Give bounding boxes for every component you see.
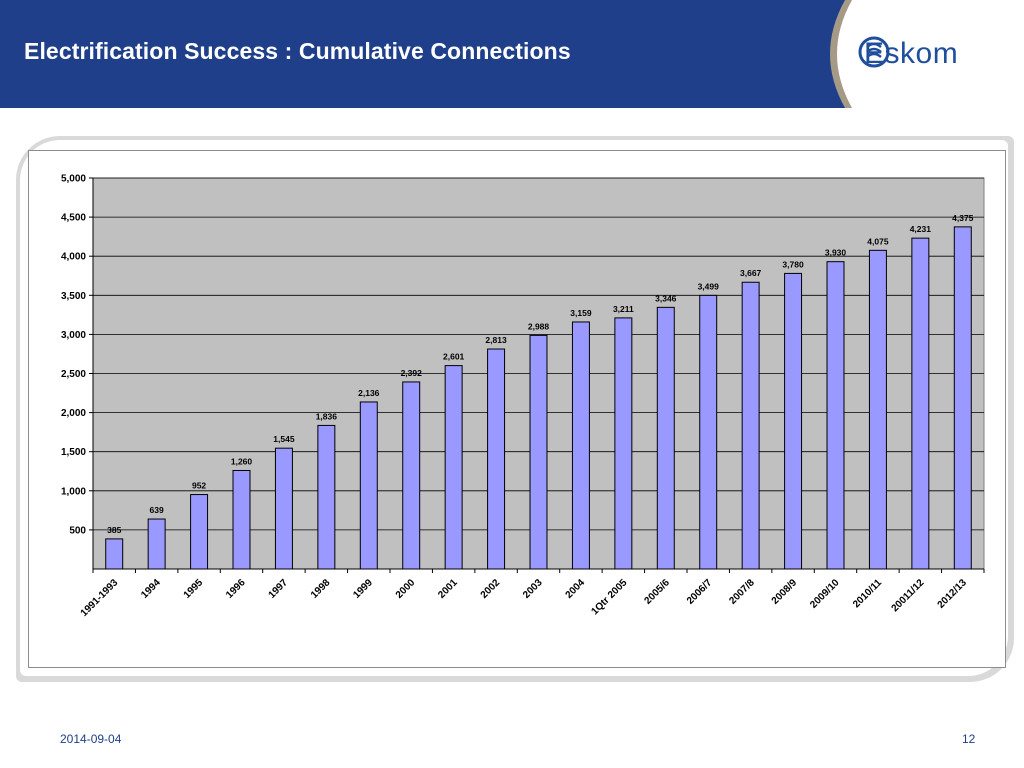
header-background [0, 0, 1024, 108]
bar-2010-11 [868, 249, 887, 570]
bar-2003 [529, 334, 548, 570]
x-tick-label: 2006/7 [685, 577, 715, 607]
data-label: 1,545 [273, 434, 295, 444]
x-tick-label: 1996 [224, 577, 248, 601]
x-tick-label: 1Qtr 2005 [589, 577, 629, 617]
x-tick-label: 1995 [182, 577, 206, 601]
y-tick-label: 1,500 [61, 447, 86, 458]
y-tick-label: 2,000 [61, 408, 86, 419]
data-label: 2,988 [528, 321, 550, 331]
bar-1995 [190, 494, 209, 570]
x-tick-label: 2002 [479, 577, 503, 601]
x-tick-label: 2004 [564, 577, 588, 601]
data-label: 4,075 [867, 236, 889, 246]
eskom-logo: Eskom [858, 36, 958, 72]
data-label: 3,159 [570, 308, 592, 318]
bar-2006-7 [699, 294, 718, 570]
footer-date: 2014-09-04 [60, 732, 122, 746]
x-tick-label: 2005/6 [642, 577, 672, 607]
x-tick-label: 1997 [267, 577, 291, 601]
x-tick-label: 2000 [394, 577, 418, 601]
x-tick-label: 2003 [521, 577, 545, 601]
data-label: 2,392 [401, 368, 423, 378]
x-tick-label: 2009/10 [808, 577, 842, 611]
x-tick-label: 2008/9 [770, 577, 800, 607]
y-tick-label: 3,000 [61, 330, 86, 341]
eskom-logo-icon [858, 36, 890, 68]
bar-2012-13 [953, 226, 972, 570]
x-tick-label: 2007/8 [727, 577, 757, 607]
data-label: 639 [150, 505, 164, 515]
data-label: 3,346 [655, 293, 677, 303]
bar-1997 [274, 447, 293, 570]
data-label: 2,601 [443, 352, 465, 362]
bar-2007-8 [741, 281, 760, 570]
page-number: 12 [962, 732, 976, 746]
y-tick-label: 2,500 [61, 369, 86, 380]
data-label: 385 [107, 525, 121, 535]
x-tick-label: 20011/12 [890, 577, 927, 614]
bars [105, 226, 972, 570]
y-tick-label: 500 [69, 525, 86, 536]
bar-2008-9 [784, 272, 803, 570]
data-label: 4,375 [952, 213, 974, 223]
y-tick-label: 3,500 [61, 291, 86, 302]
data-labels: 385 639 952 1,260 1,545 1,836 2,136 2,392 2,601 2… [107, 213, 974, 535]
bar-1991-1993 [105, 538, 124, 570]
bar-1qtr-2005 [614, 317, 633, 570]
bar-20011-12 [911, 237, 930, 570]
data-label: 2,136 [358, 388, 380, 398]
x-tick-label: 1991-1993 [79, 577, 121, 619]
bar-2009-10 [826, 261, 845, 570]
bar-1996 [232, 469, 251, 570]
data-label: 3,499 [698, 281, 720, 291]
x-tick-label: 2001 [436, 577, 460, 601]
x-tick-label: 1998 [309, 577, 333, 601]
x-tick-label: 2012/13 [936, 577, 970, 611]
bar-2005-6 [656, 306, 675, 570]
slide-header: Electrification Success : Cumulative Con… [0, 0, 1024, 108]
bar-2002 [487, 348, 506, 570]
x-tick-label: 2010/11 [851, 577, 884, 610]
y-tick-label: 4,500 [61, 213, 86, 224]
data-label: 3,211 [613, 304, 634, 314]
data-label: 4,231 [910, 224, 932, 234]
data-label: 3,667 [740, 268, 762, 278]
bar-1994 [147, 518, 166, 570]
data-label: 952 [192, 481, 206, 491]
bar-2000 [402, 381, 421, 570]
x-tick-label: 1999 [351, 577, 375, 601]
data-label: 2,813 [485, 335, 507, 345]
y-tick-label: 4,000 [61, 252, 86, 263]
bar-2004 [571, 321, 590, 570]
slide-title: Electrification Success : Cumulative Con… [24, 38, 571, 64]
y-tick-label: 1,000 [61, 486, 86, 497]
bar-1998 [317, 424, 336, 570]
bar-2001 [444, 365, 463, 570]
data-label: 1,260 [231, 456, 253, 466]
bar-1999 [359, 401, 378, 570]
data-label: 1,836 [316, 411, 338, 421]
data-label: 3,930 [825, 248, 847, 258]
y-tick-label: 5,000 [61, 174, 86, 185]
bar-chart: 385 639 952 1,260 1,545 1,836 2,136 2,392 2,601 2… [61, 174, 985, 619]
x-tick-label: 1994 [139, 577, 163, 601]
data-label: 3,780 [782, 259, 804, 269]
